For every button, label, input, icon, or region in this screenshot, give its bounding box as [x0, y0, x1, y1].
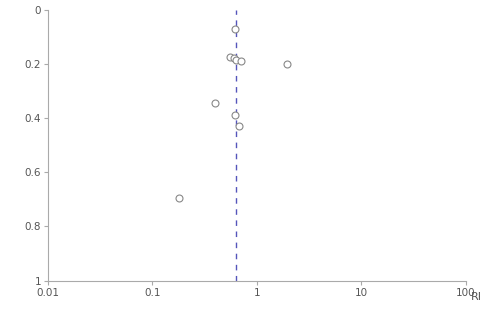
- X-axis label: RR: RR: [470, 292, 480, 301]
